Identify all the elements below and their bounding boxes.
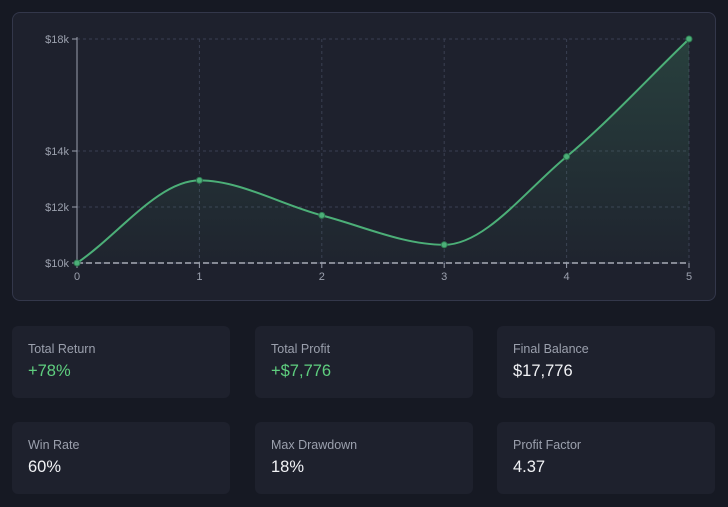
stat-value-max-drawdown: 18% xyxy=(271,458,305,476)
stat-value-final-balance: $17,776 xyxy=(513,362,573,380)
x-tick-label: 3 xyxy=(441,271,447,283)
chart-line xyxy=(76,38,690,264)
stat-label-final-balance: Final Balance xyxy=(513,342,589,356)
data-point xyxy=(563,153,571,161)
data-point xyxy=(318,211,326,219)
x-tick-label: 5 xyxy=(686,271,692,283)
y-tick-label: $10k xyxy=(45,258,69,270)
y-tick-label: $18k xyxy=(45,34,69,46)
stat-value-win-rate: 60% xyxy=(28,458,62,476)
y-tick-label: $12k xyxy=(45,202,69,214)
x-tick-label: 0 xyxy=(74,271,80,283)
stat-card-profit-factor: Profit Factor 4.37 xyxy=(497,422,715,494)
y-tick-label: $14k xyxy=(45,146,69,158)
chart-area xyxy=(77,39,689,263)
stat-value-total-profit: +$7,776 xyxy=(271,362,332,380)
data-point xyxy=(685,35,693,43)
stat-label-max-drawdown: Max Drawdown xyxy=(271,438,358,452)
chart-area-fill xyxy=(77,39,689,263)
stat-value-profit-factor: 4.37 xyxy=(513,458,546,476)
x-tick-label: 1 xyxy=(196,271,202,283)
stat-card-total-profit: Total Profit +$7,776 xyxy=(255,326,473,398)
stat-label-win-rate: Win Rate xyxy=(28,438,80,452)
stat-label-total-profit: Total Profit xyxy=(271,342,331,356)
stat-card-final-balance: Final Balance $17,776 xyxy=(497,326,715,398)
data-point xyxy=(73,259,81,267)
data-point xyxy=(195,176,203,184)
chart-points xyxy=(73,35,693,267)
stat-value-total-return: +78% xyxy=(28,362,71,380)
stat-card-max-drawdown: Max Drawdown 18% xyxy=(255,422,473,494)
chart-tick-labels: $10k $12k $14k $18k 0 1 2 3 4 5 xyxy=(45,34,692,283)
equity-chart: $10k $12k $14k $18k 0 1 2 3 4 5 xyxy=(45,34,693,283)
stat-label-total-return: Total Return xyxy=(28,342,96,356)
stat-card-total-return: Total Return +78% xyxy=(12,326,230,398)
data-point xyxy=(440,241,448,249)
equity-chart-card: $10k $12k $14k $18k 0 1 2 3 4 5 xyxy=(12,12,716,301)
x-tick-label: 4 xyxy=(564,271,570,283)
stat-card-win-rate: Win Rate 60% xyxy=(12,422,230,494)
x-tick-label: 2 xyxy=(319,271,325,283)
stat-label-profit-factor: Profit Factor xyxy=(513,438,582,452)
equity-line xyxy=(76,38,690,264)
